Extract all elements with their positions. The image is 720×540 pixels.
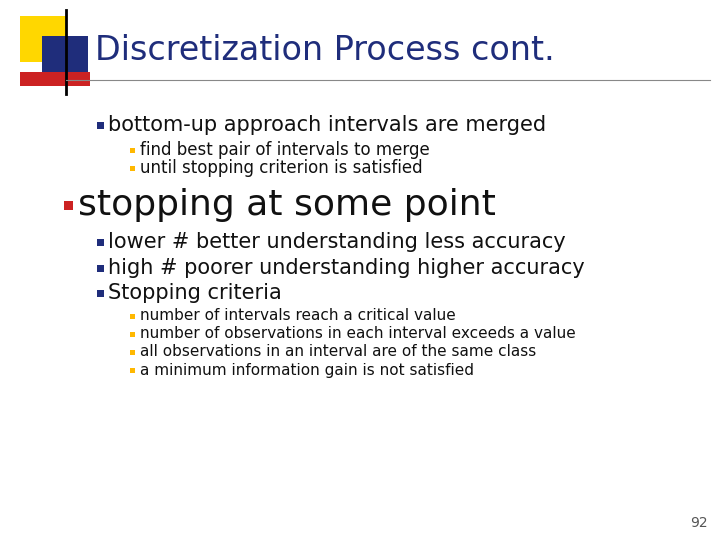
FancyBboxPatch shape — [96, 239, 104, 246]
Text: number of observations in each interval exceeds a value: number of observations in each interval … — [140, 327, 575, 341]
Text: bottom-up approach intervals are merged: bottom-up approach intervals are merged — [109, 115, 546, 135]
Text: stopping at some point: stopping at some point — [78, 188, 495, 222]
Text: until stopping criterion is satisfied: until stopping criterion is satisfied — [140, 159, 422, 177]
FancyBboxPatch shape — [130, 332, 135, 336]
FancyBboxPatch shape — [96, 289, 104, 296]
Text: find best pair of intervals to merge: find best pair of intervals to merge — [140, 141, 429, 159]
Text: 92: 92 — [690, 516, 708, 530]
Text: Stopping criteria: Stopping criteria — [109, 283, 282, 303]
FancyBboxPatch shape — [96, 122, 104, 129]
FancyBboxPatch shape — [20, 16, 66, 62]
FancyBboxPatch shape — [130, 368, 135, 373]
FancyBboxPatch shape — [20, 72, 90, 86]
FancyBboxPatch shape — [130, 147, 135, 152]
FancyBboxPatch shape — [96, 265, 104, 272]
Text: number of intervals reach a critical value: number of intervals reach a critical val… — [140, 308, 455, 323]
FancyBboxPatch shape — [130, 349, 135, 354]
FancyBboxPatch shape — [130, 314, 135, 319]
Text: a minimum information gain is not satisfied: a minimum information gain is not satisf… — [140, 362, 474, 377]
Text: lower # better understanding less accuracy: lower # better understanding less accura… — [109, 232, 566, 252]
Text: Discretization Process cont.: Discretization Process cont. — [95, 33, 554, 66]
FancyBboxPatch shape — [42, 36, 88, 82]
FancyBboxPatch shape — [130, 165, 135, 171]
Text: all observations in an interval are of the same class: all observations in an interval are of t… — [140, 345, 536, 360]
FancyBboxPatch shape — [63, 200, 73, 210]
Text: high # poorer understanding higher accuracy: high # poorer understanding higher accur… — [109, 258, 585, 278]
